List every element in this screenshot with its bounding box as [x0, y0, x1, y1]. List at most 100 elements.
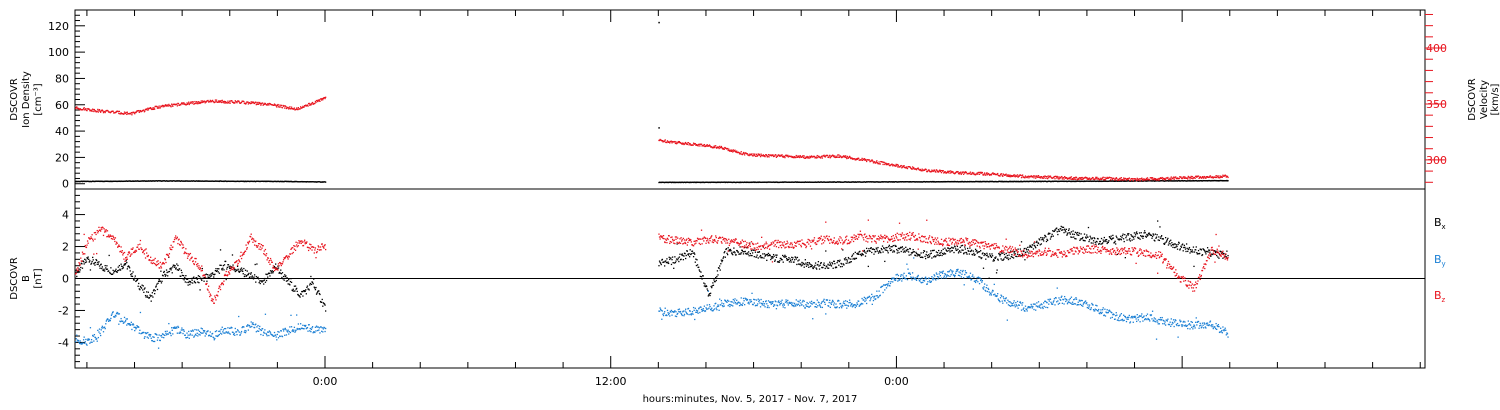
data-point [858, 253, 860, 256]
data-point [285, 107, 288, 110]
data-point [176, 332, 179, 334]
data-point [1133, 232, 1136, 234]
data-point [176, 269, 179, 271]
data-point [781, 154, 783, 156]
data-point [701, 278, 703, 280]
data-point [296, 290, 298, 293]
data-point [996, 269, 998, 271]
data-point [109, 319, 111, 321]
data-point [915, 169, 918, 171]
data-point [666, 258, 668, 260]
data-point [980, 257, 982, 260]
data-point [1113, 241, 1116, 244]
data-point [317, 326, 319, 328]
data-point [727, 149, 729, 152]
data-point [957, 170, 959, 173]
data-point [753, 249, 755, 251]
data-point [186, 281, 188, 284]
data-point [1071, 177, 1074, 180]
data-point [159, 339, 161, 342]
data-point [137, 285, 139, 287]
data-point [100, 329, 102, 331]
data-point [1195, 246, 1197, 248]
data-point [911, 251, 914, 253]
data-point [1055, 175, 1057, 178]
data-point [669, 310, 671, 313]
data-point [263, 332, 265, 334]
data-point [262, 334, 264, 337]
data-point [1095, 178, 1098, 180]
data-point [322, 97, 325, 100]
data-point [176, 103, 178, 105]
data-point [229, 265, 231, 267]
data-point [658, 265, 660, 267]
data-point [138, 282, 140, 285]
data-point [1088, 178, 1090, 180]
data-point [774, 260, 776, 262]
data-point [122, 267, 125, 269]
data-point [162, 104, 164, 107]
data-point [266, 335, 268, 337]
data-point [151, 292, 154, 294]
data-point [1060, 225, 1062, 228]
data-point [290, 278, 292, 280]
data-point [682, 311, 684, 313]
data-point [93, 340, 95, 342]
data-point [1146, 177, 1149, 179]
data-point [143, 291, 145, 293]
data-point [664, 311, 666, 313]
data-point [715, 276, 717, 279]
data-point [1100, 237, 1103, 240]
data-point [235, 331, 238, 333]
data-point [863, 158, 865, 161]
data-point [132, 271, 134, 273]
data-point [940, 169, 942, 172]
data-point [134, 277, 136, 279]
data-point [233, 269, 235, 271]
data-point [214, 99, 217, 101]
data-point [1103, 178, 1105, 181]
data-point [276, 333, 279, 336]
data-point [84, 258, 86, 260]
data-point [848, 155, 851, 158]
panel-frame [74, 9, 1426, 190]
data-point [760, 153, 762, 155]
data-point [246, 270, 248, 272]
data-point [715, 145, 717, 147]
data-point [101, 325, 104, 327]
data-point [712, 146, 715, 149]
data-point [851, 254, 854, 256]
data-point [1065, 177, 1067, 179]
data-point [707, 289, 709, 292]
data-point [939, 252, 941, 254]
data-point [981, 172, 983, 174]
data-point [823, 154, 825, 156]
data-point [1045, 240, 1048, 243]
data-point [1094, 178, 1096, 180]
data-point [309, 284, 311, 286]
data-point [720, 145, 723, 148]
data-point [930, 250, 932, 252]
data-point [212, 273, 214, 276]
data-point [265, 333, 268, 336]
data-point [119, 113, 122, 115]
data-point [1032, 244, 1034, 246]
data-point [755, 256, 758, 258]
data-point [866, 250, 868, 253]
data-point [226, 266, 229, 269]
data-point [267, 276, 269, 278]
data-point [1032, 248, 1035, 250]
data-point [193, 276, 195, 278]
data-point [321, 99, 323, 101]
data-point [952, 247, 955, 249]
data-point [1079, 177, 1081, 179]
data-point [1183, 177, 1185, 179]
data-point [699, 311, 701, 314]
data-point [264, 313, 267, 315]
data-point [1012, 257, 1015, 259]
data-point [1115, 235, 1117, 237]
data-point [1074, 178, 1077, 180]
data-point [909, 248, 911, 250]
data-point [1099, 240, 1102, 243]
data-point [146, 108, 148, 110]
